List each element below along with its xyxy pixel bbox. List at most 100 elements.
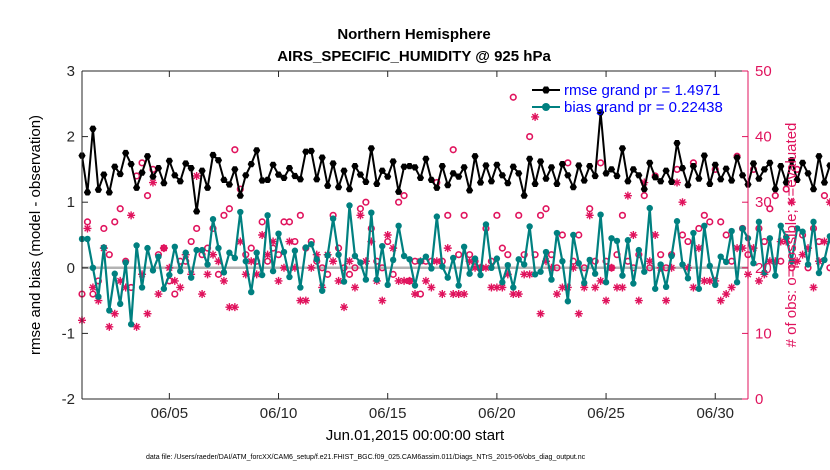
obs-evaluated-point	[487, 283, 496, 292]
rmse-point	[717, 176, 725, 183]
bias-point	[417, 258, 424, 265]
obs-evaluated-point	[602, 296, 611, 305]
rmse-point	[236, 192, 244, 199]
obs-evaluated-point	[694, 244, 703, 253]
obs-evaluated-point	[159, 244, 168, 253]
rmse-point	[171, 172, 179, 179]
bias-point	[537, 268, 544, 275]
rmse-point	[624, 178, 632, 185]
obs-evaluated-point	[110, 309, 119, 318]
bias-point	[346, 202, 353, 209]
rmse-point	[318, 154, 326, 161]
rmse-point	[83, 189, 92, 196]
bias-point	[821, 256, 828, 264]
bias-point	[777, 222, 784, 230]
obs-evaluated-point	[225, 303, 234, 312]
obs-possible-point	[351, 264, 359, 272]
obs-possible-point	[526, 133, 534, 141]
bias-point	[717, 253, 724, 260]
obs-evaluated-point	[285, 237, 294, 246]
y-left-tick-label: -1	[62, 325, 75, 342]
bias-point	[739, 225, 746, 232]
obs-evaluated-point	[776, 237, 785, 246]
obs-evaluated-point	[585, 211, 594, 220]
obs-evaluated-point	[307, 263, 316, 272]
x-axis-label: Jun.01,2015 00:00:00 start	[326, 427, 505, 444]
bias-point	[171, 243, 179, 251]
bias-point	[542, 248, 550, 256]
rmse-point	[329, 160, 337, 167]
obs-evaluated-point	[809, 283, 818, 292]
bias-point	[280, 248, 288, 256]
obs-evaluated-point	[432, 257, 441, 266]
obs-possible-point	[542, 205, 550, 213]
rmse-point	[804, 170, 812, 177]
y-left-tick-label: 3	[67, 63, 75, 80]
obs-evaluated-point	[460, 290, 469, 299]
bias-point	[531, 271, 539, 278]
obs-evaluated-point	[94, 296, 103, 305]
bias-point	[482, 221, 490, 228]
rmse-point	[345, 185, 354, 193]
rmse-point	[678, 164, 687, 172]
rmse-point	[476, 179, 485, 186]
rmse-point	[384, 173, 392, 180]
bias-point	[379, 242, 386, 250]
rmse-point	[613, 172, 621, 180]
rmse-point	[334, 183, 343, 191]
rmse-point	[788, 157, 796, 164]
rmse-point	[105, 189, 113, 196]
bias-point	[433, 213, 441, 220]
rmse-point	[640, 185, 648, 193]
rmse-point	[132, 184, 141, 191]
bias-point	[187, 274, 195, 281]
rmse-point	[498, 172, 506, 179]
obs-evaluated-point	[329, 257, 338, 266]
bias-point	[701, 222, 708, 230]
obs-evaluated-point	[356, 211, 365, 220]
rmse-point	[165, 157, 173, 164]
rmse-point	[471, 153, 479, 160]
rmse-point	[646, 159, 654, 166]
obs-possible-point	[700, 211, 708, 219]
bias-point	[608, 235, 615, 242]
obs-possible-point	[449, 146, 457, 154]
obs-possible-point	[171, 290, 179, 298]
bias-point	[772, 272, 779, 279]
rmse-point	[193, 208, 201, 215]
bias-point	[384, 281, 391, 289]
rmse-point	[771, 185, 779, 193]
obs-evaluated-point	[350, 283, 359, 292]
rmse-point	[296, 176, 304, 183]
bias-point	[275, 230, 282, 237]
bias-point	[466, 270, 473, 277]
obs-evaluated-point	[427, 283, 436, 292]
bias-point	[439, 263, 446, 270]
bias-point	[712, 281, 719, 289]
obs-possible-point	[111, 218, 119, 226]
obs-evaluated-point	[820, 237, 829, 246]
obs-evaluated-point	[138, 270, 147, 279]
rmse-point	[684, 182, 692, 189]
rmse-point	[351, 163, 359, 170]
bias-point	[564, 298, 572, 305]
bias-point	[253, 249, 260, 256]
bias-point	[122, 259, 129, 266]
obs-evaluated-point	[274, 276, 283, 285]
rmse-point	[657, 178, 665, 185]
obs-evaluated-point	[787, 198, 796, 207]
bias-point	[297, 284, 304, 291]
bias-point	[166, 271, 173, 279]
bias-point	[215, 244, 222, 252]
bias-point	[308, 240, 315, 248]
rmse-point	[531, 180, 539, 187]
rmse-point	[198, 167, 206, 174]
obs-evaluated-point	[563, 283, 572, 292]
rmse-point	[695, 175, 703, 182]
obs-possible-point	[455, 251, 463, 259]
rmse-point	[302, 148, 310, 155]
rmse-point	[602, 170, 610, 177]
bias-point	[559, 258, 566, 265]
rmse-point	[755, 175, 763, 182]
obs-evaluated-point	[662, 296, 671, 305]
